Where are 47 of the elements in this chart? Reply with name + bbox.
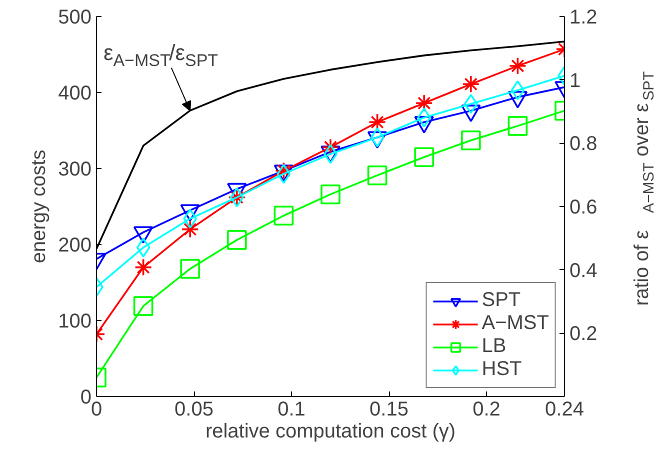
point	[508, 116, 528, 136]
point	[462, 75, 480, 94]
y2-axis-title: ratio of εA−MST over εSPT	[631, 71, 658, 306]
point	[134, 258, 152, 276]
x-tick-label: 0.1	[278, 398, 306, 420]
y-tick-label: 100	[58, 310, 92, 332]
point	[274, 162, 293, 180]
y-tick-label: 200	[58, 234, 92, 256]
point	[180, 258, 200, 279]
x-tick-label: 0.15	[370, 398, 408, 420]
x-tick-label: 0.2	[472, 398, 500, 420]
point	[415, 94, 433, 112]
y2-tick-label: 0.4	[570, 260, 598, 282]
point	[508, 57, 527, 75]
legend-label: SPT	[482, 289, 521, 312]
x-axis-title: relative computation cost (γ)	[205, 420, 456, 442]
point	[274, 206, 294, 226]
y2-tick-label: 1	[570, 70, 581, 92]
x-tick-label: 0.24	[545, 398, 584, 420]
point	[464, 94, 478, 114]
y2-tick-label: 0.2	[570, 323, 598, 346]
point	[461, 130, 481, 150]
point	[276, 164, 291, 184]
point	[367, 165, 388, 186]
y2-tick-label: 0.6	[570, 196, 598, 218]
point	[322, 138, 340, 156]
y-axis-title: energy costs	[28, 150, 50, 264]
point	[368, 113, 386, 132]
point	[417, 108, 431, 128]
point	[227, 230, 247, 250]
legend-label: LB	[482, 335, 506, 358]
x-tick-label: 0.05	[174, 398, 214, 420]
legend-label: A−MST	[482, 312, 549, 335]
y-tick-label: 500	[58, 6, 92, 28]
y2-tick-label: 1.2	[570, 6, 598, 28]
point	[324, 144, 338, 164]
point	[320, 184, 340, 204]
point	[136, 238, 150, 258]
y2-tick-label: 0.8	[570, 133, 598, 156]
point	[414, 147, 434, 167]
legend-label: HST	[482, 358, 522, 381]
point	[370, 127, 384, 148]
y-tick-label: 400	[58, 82, 92, 104]
point	[181, 220, 199, 238]
point	[133, 296, 154, 316]
y-tick-label: 300	[58, 158, 92, 180]
point	[510, 80, 525, 100]
